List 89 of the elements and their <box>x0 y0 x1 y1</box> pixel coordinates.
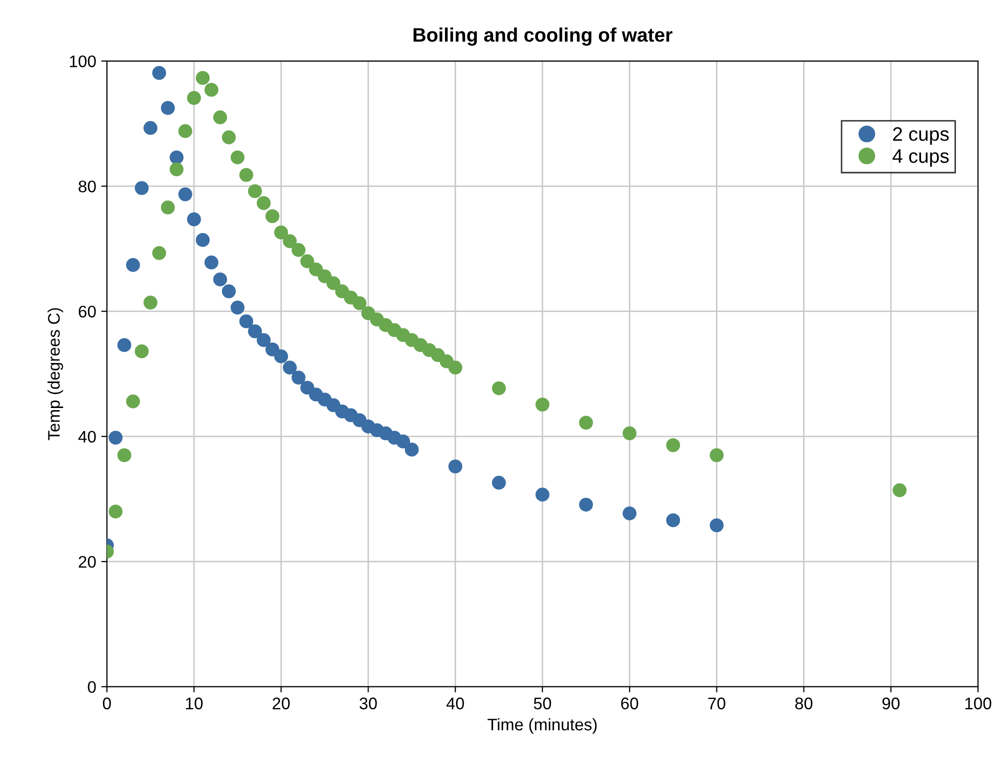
x-tick-label: 30 <box>360 698 377 710</box>
point <box>170 150 184 164</box>
point <box>318 269 332 284</box>
point <box>274 349 288 364</box>
point <box>265 342 280 356</box>
y-tick-label: 80 <box>78 180 96 192</box>
point <box>666 438 680 452</box>
point <box>239 168 254 182</box>
point <box>239 314 254 328</box>
point <box>126 394 140 408</box>
point <box>622 426 637 440</box>
y-tick-label: 40 <box>78 430 96 443</box>
point <box>492 476 506 490</box>
point <box>187 91 201 105</box>
point <box>666 513 680 528</box>
y-axis-title: Temp (degrees C) <box>48 308 64 440</box>
point <box>448 360 462 375</box>
point <box>196 233 210 247</box>
x-tick-label: 0 <box>102 698 111 710</box>
point <box>448 460 462 474</box>
point <box>256 333 271 348</box>
point <box>108 430 123 445</box>
point <box>326 276 340 290</box>
point <box>117 448 132 462</box>
point <box>256 196 271 210</box>
point <box>248 324 262 338</box>
point <box>108 504 123 518</box>
point <box>204 256 218 270</box>
point <box>248 184 262 198</box>
point <box>126 258 140 272</box>
point <box>292 370 306 385</box>
point <box>352 296 366 310</box>
chart-title: Boiling and cooling of water <box>414 28 672 46</box>
point <box>536 398 550 412</box>
point <box>710 518 724 532</box>
x-axis-title: Time (minutes) <box>488 718 597 734</box>
point <box>204 82 218 97</box>
point <box>396 434 410 448</box>
point <box>282 360 297 375</box>
point <box>178 187 192 202</box>
x-tick-label: 20 <box>272 698 290 710</box>
y-tick-label: 0 <box>88 681 96 693</box>
y-tick-label: 20 <box>78 556 96 568</box>
point <box>152 66 166 80</box>
point <box>300 380 314 395</box>
point <box>187 212 201 226</box>
x-tick-label: 10 <box>186 698 203 710</box>
x-tick-label: 60 <box>621 698 638 710</box>
x-tick-label: 80 <box>795 698 812 710</box>
point <box>404 442 419 457</box>
point <box>222 284 236 298</box>
x-tick-label: 50 <box>534 698 552 710</box>
point <box>300 254 314 268</box>
point <box>492 381 506 396</box>
point <box>196 70 210 85</box>
x-tick-label: 70 <box>708 698 726 710</box>
y-tick-label: 100 <box>70 55 96 68</box>
point <box>117 338 132 352</box>
point <box>170 162 184 176</box>
point <box>213 272 228 286</box>
point <box>213 110 228 124</box>
point <box>892 483 907 498</box>
point <box>274 226 288 240</box>
point <box>178 124 192 138</box>
point <box>579 498 593 512</box>
point <box>222 130 236 144</box>
point <box>144 296 158 310</box>
point <box>230 150 245 164</box>
point <box>282 234 297 248</box>
point <box>622 506 637 520</box>
x-tick-label: 100 <box>965 698 992 710</box>
point <box>144 121 158 135</box>
point <box>309 262 323 276</box>
legend-label: 4 cups <box>892 149 949 167</box>
point <box>160 101 175 115</box>
y-tick-label: 60 <box>78 306 96 318</box>
point <box>292 243 306 257</box>
point <box>152 246 166 260</box>
x-tick-label: 90 <box>882 698 900 710</box>
point <box>536 488 550 502</box>
legend-label: 2 cups <box>893 127 949 145</box>
point <box>160 200 175 214</box>
point <box>230 300 245 314</box>
x-tick-label: 40 <box>446 698 464 710</box>
point <box>265 209 280 224</box>
point <box>134 344 149 358</box>
point <box>579 416 593 430</box>
point <box>134 181 149 195</box>
point <box>710 448 724 462</box>
